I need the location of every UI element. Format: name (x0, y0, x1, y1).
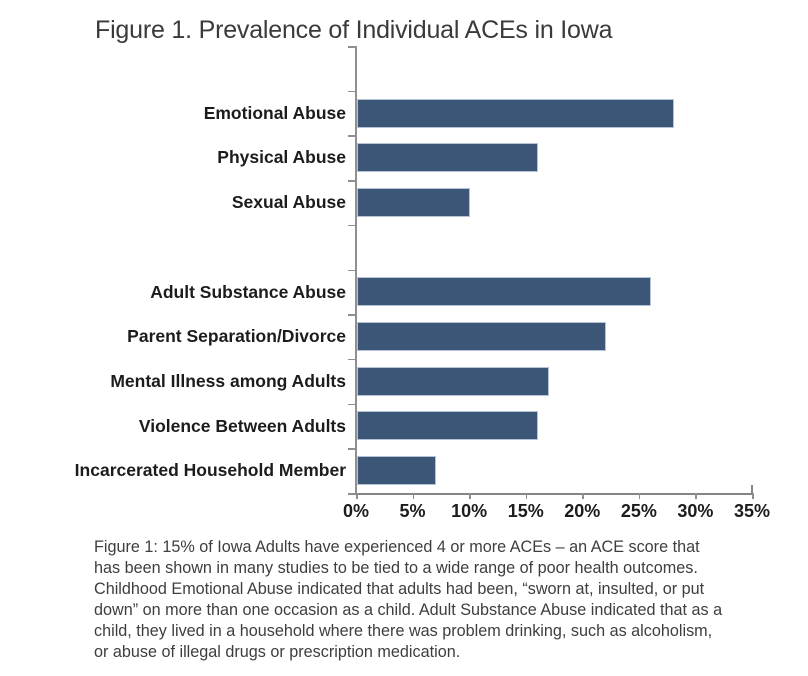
category-label: Physical Abuse (217, 147, 346, 168)
x-axis-tick-label: 20% (564, 501, 601, 521)
category-label: Adult Substance Abuse (150, 281, 346, 302)
bar (357, 277, 652, 307)
y-axis-tick (348, 90, 355, 93)
category-label: Parent Separation/Divorce (127, 326, 346, 347)
x-axis-line (352, 493, 753, 495)
category-label: Emotional Abuse (203, 102, 346, 123)
x-axis-tick-label: 15% (507, 501, 544, 521)
y-axis-tick (348, 46, 355, 48)
x-axis-end-tick (751, 485, 753, 493)
bar (357, 98, 674, 128)
bar (357, 143, 539, 173)
y-axis-tick (348, 493, 355, 495)
y-axis-tick (348, 224, 355, 227)
x-axis-tick-label: 30% (677, 501, 714, 521)
caption-line: or abuse of illegal drugs or prescriptio… (94, 643, 461, 661)
caption-line: Childhood Emotional Abuse indicated that… (94, 580, 705, 598)
bar (357, 187, 471, 217)
caption-line: down” on more than one occasion as a chi… (94, 601, 723, 619)
y-axis-tick (348, 180, 355, 182)
caption-line: child, they lived in a household where t… (94, 622, 713, 640)
bar (357, 456, 437, 486)
x-axis-tick-label: 35% (733, 501, 771, 521)
x-axis-tick (695, 493, 697, 499)
x-axis-tick-label: 5% (399, 501, 426, 521)
x-axis-tick (469, 493, 471, 499)
x-axis-tick (752, 493, 754, 499)
y-axis-tick (348, 448, 355, 450)
x-axis-tick (582, 493, 584, 499)
y-axis-tick (348, 358, 355, 361)
category-label: Mental Illness among Adults (110, 370, 346, 391)
figure-caption: Figure 1: 15% of Iowa Adults have experi… (94, 537, 722, 663)
y-axis-tick (348, 269, 355, 271)
x-axis-tick-label: 10% (451, 501, 488, 521)
x-axis-tick (525, 493, 528, 499)
x-axis-tick-label: 0% (342, 501, 369, 521)
category-label: Incarcerated Household Member (74, 460, 346, 481)
caption-line: has been shown in many studies to be tie… (94, 559, 698, 577)
caption-line: Figure 1: 15% of Iowa Adults have experi… (94, 538, 700, 556)
y-axis-tick (348, 314, 355, 316)
bar (357, 366, 550, 396)
y-axis-tick (348, 403, 355, 406)
category-label: Violence Between Adults (138, 415, 346, 436)
x-axis-tick (356, 493, 358, 499)
bar (357, 411, 539, 441)
category-label: Sexual Abuse (231, 192, 346, 213)
bar-chart: Emotional Abuse Physical Abuse Sexual Abus… (74, 46, 771, 521)
x-axis-tick-label: 25% (620, 501, 657, 521)
figure-title: Figure 1. Prevalence of Individual ACEs … (95, 16, 613, 44)
y-axis-line (355, 46, 357, 493)
bar (357, 322, 606, 352)
x-axis-tick (638, 493, 641, 499)
x-axis-tick (412, 493, 415, 499)
y-axis-tick (348, 135, 355, 137)
